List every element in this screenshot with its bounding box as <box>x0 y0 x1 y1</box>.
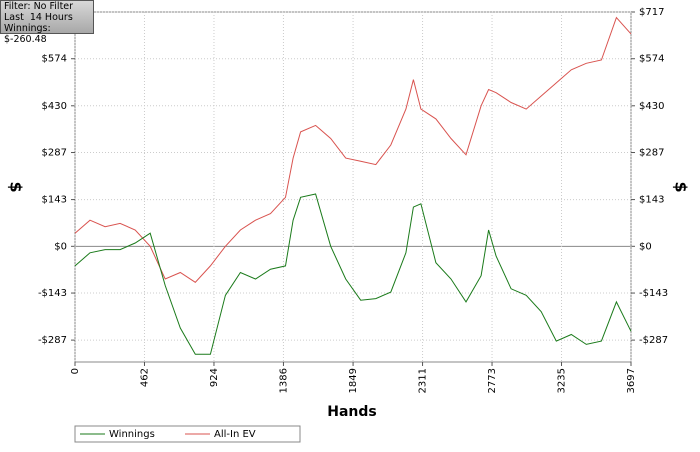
filter-box: Filter: No Filter Last 14 Hours Winnings… <box>0 0 94 45</box>
filter-line: Filter: No Filter <box>4 1 74 12</box>
y-tick-label: $287 <box>42 148 67 159</box>
series-line <box>74 193 632 355</box>
x-tick-label: 924 <box>209 368 220 387</box>
y-axis-label-right: $ <box>672 181 691 192</box>
filter-line: Last 14 Hours <box>4 12 73 23</box>
y-tick-label: $430 <box>42 101 67 112</box>
x-tick-label: 1386 <box>278 368 289 393</box>
y-tick-label: $0 <box>54 241 67 252</box>
filter-line: Winnings: $-260.48 <box>4 23 51 45</box>
y-tick-label: $574 <box>42 54 67 65</box>
y-tick-label-right: $717 <box>639 7 664 18</box>
series-line <box>74 16 632 283</box>
y-axis-label: $ <box>7 181 26 192</box>
x-tick-label: 0 <box>70 368 81 374</box>
legend-label: All-In EV <box>214 429 256 440</box>
y-tick-label: $143 <box>42 195 67 206</box>
x-axis-label: Hands <box>327 404 377 420</box>
x-tick-label: 1849 <box>348 368 359 393</box>
y-tick-label-right: $287 <box>639 148 664 159</box>
x-tick-label: 2773 <box>487 368 498 393</box>
y-tick-label-right: -$143 <box>639 288 668 299</box>
y-tick-label: -$143 <box>38 288 67 299</box>
legend-label: Winnings <box>109 429 155 440</box>
y-tick-label-right: -$287 <box>639 335 668 346</box>
y-tick-label-right: $430 <box>639 101 664 112</box>
x-tick-label: 3235 <box>557 368 568 393</box>
y-tick-label-right: $574 <box>639 54 664 65</box>
y-tick-label-right: $143 <box>639 195 664 206</box>
y-tick-label: -$287 <box>38 335 67 346</box>
x-tick-label: 2311 <box>418 368 429 393</box>
x-tick-label: 3697 <box>626 368 637 393</box>
y-tick-label-right: $0 <box>639 241 652 252</box>
x-tick-label: 462 <box>139 368 150 387</box>
